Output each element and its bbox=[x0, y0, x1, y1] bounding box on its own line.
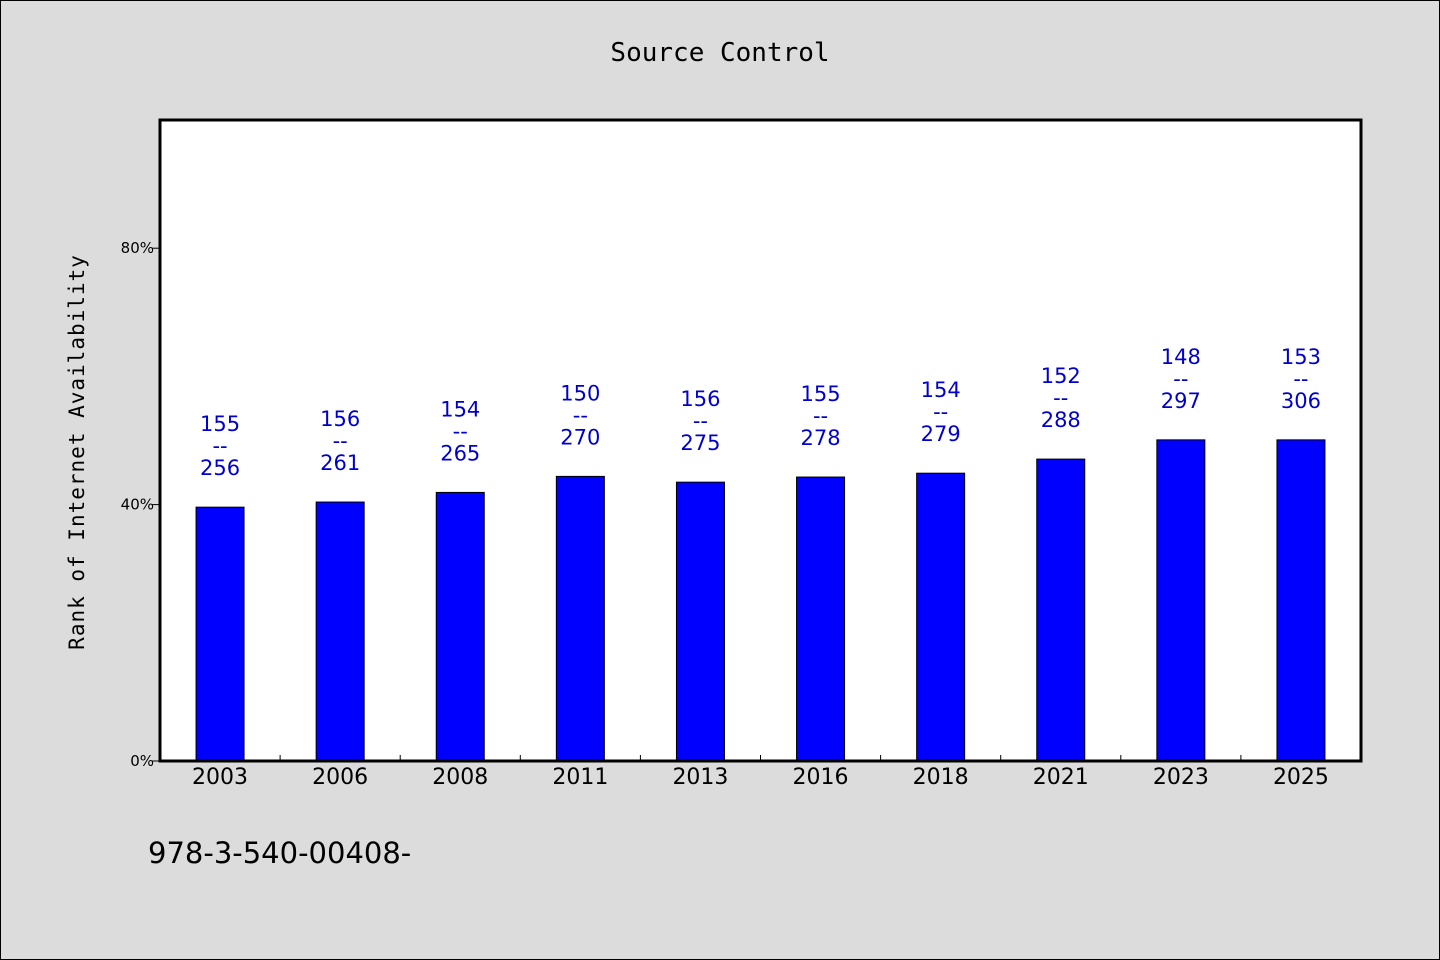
chart-title: Source Control bbox=[610, 38, 829, 68]
x-tick-label: 2003 bbox=[192, 765, 248, 790]
bar bbox=[1276, 439, 1326, 762]
data-label-mid: -- bbox=[1293, 367, 1308, 391]
y-tick-label: 40% bbox=[121, 496, 154, 514]
data-label-mid: -- bbox=[933, 400, 948, 424]
bar bbox=[675, 481, 725, 762]
bar bbox=[796, 476, 846, 762]
data-label-mid: -- bbox=[813, 404, 828, 428]
data-label-top: 156 bbox=[320, 407, 360, 431]
data-label-bottom: 275 bbox=[680, 431, 720, 455]
x-tick-label: 2023 bbox=[1153, 765, 1209, 790]
bar bbox=[195, 506, 245, 762]
data-label-mid: -- bbox=[333, 429, 348, 453]
x-tick-label: 2018 bbox=[913, 765, 969, 790]
data-label-mid: -- bbox=[1173, 367, 1188, 391]
data-label-bottom: 265 bbox=[440, 441, 480, 465]
data-label-top: 156 bbox=[680, 387, 720, 411]
data-label-top: 152 bbox=[1041, 364, 1081, 388]
data-label-mid: -- bbox=[212, 434, 227, 458]
y-tick-label: 80% bbox=[121, 239, 154, 257]
x-tick-label: 2021 bbox=[1033, 765, 1089, 790]
data-label-top: 154 bbox=[921, 378, 961, 402]
data-label-bottom: 306 bbox=[1281, 389, 1321, 413]
data-label-bottom: 279 bbox=[921, 422, 961, 446]
y-axis-label: Rank of Internet Availability bbox=[65, 254, 89, 650]
x-tick-label: 2013 bbox=[672, 765, 728, 790]
data-label-mid: -- bbox=[573, 403, 588, 427]
footer-text: 978-3-540-00408- bbox=[148, 836, 411, 870]
data-label-bottom: 261 bbox=[320, 451, 360, 475]
data-label-mid: -- bbox=[693, 409, 708, 433]
data-label-top: 150 bbox=[560, 381, 600, 405]
bar bbox=[1156, 439, 1206, 762]
data-label-top: 154 bbox=[440, 397, 480, 421]
x-tick-label: 2006 bbox=[312, 765, 368, 790]
data-label-bottom: 297 bbox=[1161, 389, 1201, 413]
data-label-top: 148 bbox=[1161, 345, 1201, 369]
x-tick-label: 2025 bbox=[1273, 765, 1329, 790]
data-label-top: 155 bbox=[801, 382, 841, 406]
data-label-bottom: 288 bbox=[1041, 408, 1081, 432]
data-label-top: 155 bbox=[200, 412, 240, 436]
bar bbox=[916, 472, 966, 762]
y-tick-label: 0% bbox=[130, 752, 154, 770]
data-label-bottom: 270 bbox=[560, 425, 600, 449]
bar bbox=[555, 475, 605, 762]
plot-border bbox=[158, 118, 1363, 763]
data-label-bottom: 278 bbox=[801, 426, 841, 450]
data-label-mid: -- bbox=[453, 419, 468, 443]
data-label-mid: -- bbox=[1053, 386, 1068, 410]
x-tick-label: 2008 bbox=[432, 765, 488, 790]
bar bbox=[435, 491, 485, 762]
x-tick-label: 2011 bbox=[552, 765, 608, 790]
bar bbox=[315, 501, 365, 762]
data-label-bottom: 256 bbox=[200, 456, 240, 480]
x-tick-label: 2016 bbox=[793, 765, 849, 790]
bar bbox=[1036, 458, 1086, 762]
data-label-top: 153 bbox=[1281, 345, 1321, 369]
